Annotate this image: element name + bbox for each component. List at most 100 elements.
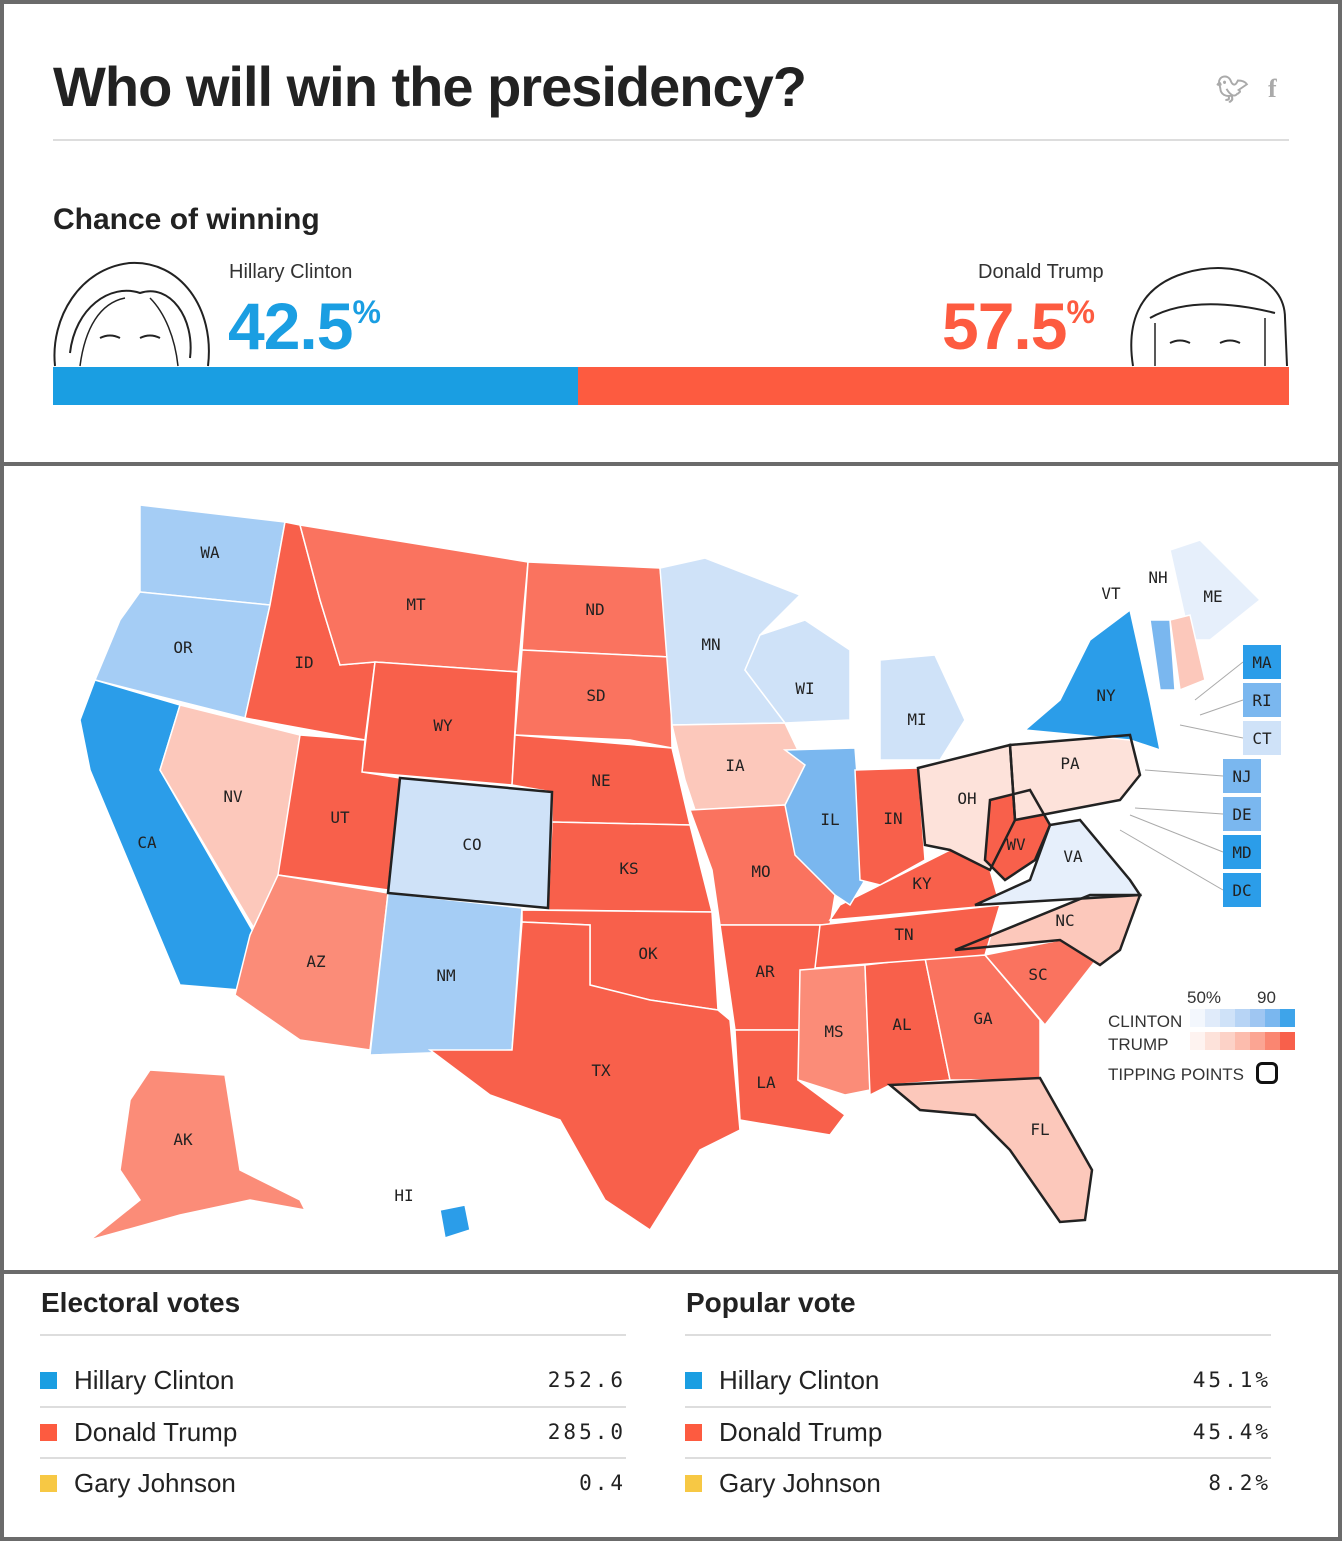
color-swatch [40, 1474, 57, 1492]
state-box-ri[interactable]: RI [1243, 683, 1281, 717]
tipping-point-outline [983, 788, 1052, 882]
leader-line [1199, 699, 1244, 716]
candidate-name: Hillary Clinton [74, 1364, 235, 1395]
state-label-in: IN [883, 809, 902, 828]
state-ms[interactable] [797, 964, 871, 1096]
state-mi[interactable] [879, 654, 966, 761]
state-fl[interactable] [888, 1077, 1093, 1223]
state-label-mt: MT [406, 595, 426, 614]
state-or[interactable] [93, 591, 271, 719]
state-label-pa: PA [1060, 754, 1080, 773]
legend-swatch [1190, 1009, 1205, 1027]
state-nh[interactable] [1169, 614, 1206, 692]
state-box-ma[interactable]: MA [1243, 645, 1281, 679]
electoral-row: Donald Trump 285.0 [40, 1406, 626, 1456]
candidate-name: Gary Johnson [74, 1467, 236, 1498]
state-in[interactable] [854, 767, 926, 886]
candidate-name: Donald Trump [719, 1416, 883, 1447]
state-label-tx: TX [591, 1061, 611, 1080]
leader-line [1129, 814, 1224, 853]
legend-swatch [1250, 1009, 1265, 1027]
legend-swatch [1265, 1032, 1280, 1050]
legend-swatch [1280, 1032, 1295, 1050]
candidate-name: Donald Trump [74, 1416, 238, 1447]
state-label-ga: GA [973, 1009, 993, 1028]
twitter-icon[interactable]: 🐦︎ [1216, 74, 1250, 104]
leader-line [1179, 724, 1244, 739]
us-map: WA OR CA NV ID MT WY UT CO AZ NM ND SD NE KS OK TX MN IA MO… [79, 504, 1262, 1241]
state-label-id: ID [294, 653, 313, 672]
state-label-co: CO [462, 835, 481, 854]
divider [40, 1334, 626, 1336]
legend-swatch [1265, 1009, 1280, 1027]
tipping-point-outline [974, 818, 1143, 907]
electoral-value: 0.4 [579, 1471, 626, 1495]
trump-portrait [1130, 267, 1288, 367]
legend-swatch [1220, 1009, 1235, 1027]
electoral-value: 285.0 [547, 1420, 626, 1444]
electoral-value: 252.6 [547, 1368, 626, 1392]
chance-bar [53, 367, 1289, 405]
state-tn[interactable] [814, 904, 1002, 969]
state-label-ca: CA [137, 833, 157, 852]
state-label-mn: MN [701, 635, 720, 654]
clinton-bar-segment [53, 367, 579, 405]
chance-heading: Chance of winning [53, 203, 320, 236]
state-hi[interactable] [439, 1204, 471, 1239]
legend-swatch [1190, 1032, 1205, 1050]
state-label-ks: KS [619, 859, 638, 878]
state-vt[interactable] [1149, 619, 1176, 691]
state-tx[interactable] [427, 921, 741, 1232]
state-label-me: ME [1203, 587, 1222, 606]
state-label-sd: SD [586, 686, 605, 705]
tipping-point-outline [954, 893, 1142, 967]
state-label-ny: NY [1096, 686, 1116, 705]
state-label-hi: HI [394, 1186, 413, 1205]
state-box-md[interactable]: MD [1223, 835, 1261, 869]
state-label-ak: AK [173, 1130, 193, 1149]
state-ny[interactable] [1023, 608, 1161, 752]
color-swatch [685, 1423, 702, 1441]
color-swatch [40, 1423, 57, 1441]
trump-chance: 57.5% [942, 289, 1095, 363]
clinton-portrait [53, 261, 210, 367]
trump-name: Donald Trump [978, 261, 1104, 283]
candidate-name: Gary Johnson [719, 1467, 881, 1498]
state-box-ct[interactable]: CT [1243, 721, 1281, 755]
state-label-oh: OH [957, 789, 976, 808]
state-label-nm: NM [436, 966, 455, 985]
state-box-dc[interactable]: DC [1223, 873, 1261, 907]
state-box-nj[interactable]: NJ [1223, 759, 1261, 793]
legend-scale-low: 50% [1187, 988, 1222, 1007]
tipping-point-swatch [1256, 1062, 1278, 1084]
leader-line [1194, 661, 1244, 701]
state-label-nc: NC [1055, 911, 1074, 930]
leader-line [1144, 769, 1224, 777]
state-label-vt: VT [1101, 584, 1121, 603]
state-label-fl: FL [1030, 1120, 1049, 1139]
clinton-chance: 42.5% [228, 289, 381, 363]
state-ak[interactable] [89, 1069, 307, 1241]
legend-clinton: CLINTON [1108, 1012, 1183, 1031]
legend-swatch [1205, 1009, 1220, 1027]
state-pa[interactable] [1009, 734, 1141, 821]
state-label-wy: WY [433, 716, 453, 735]
legend-clinton-scale [1190, 1009, 1295, 1027]
state-label-ar: AR [755, 962, 775, 981]
state-label-nd: ND [585, 600, 604, 619]
color-swatch [40, 1371, 57, 1389]
state-sd[interactable] [514, 649, 673, 749]
state-box-de[interactable]: DE [1223, 797, 1261, 831]
facebook-icon[interactable]: f [1268, 74, 1277, 103]
legend-swatch [1250, 1032, 1265, 1050]
state-label-tn: TN [894, 925, 913, 944]
state-label-wv: WV [1006, 835, 1026, 854]
divider [0, 1270, 1342, 1274]
state-label-mi: MI [907, 710, 926, 729]
color-swatch [685, 1474, 702, 1492]
legend-swatch [1235, 1009, 1250, 1027]
popular-heading: Popular vote [686, 1287, 856, 1318]
state-wi[interactable] [744, 619, 851, 724]
legend-swatch [1235, 1032, 1250, 1050]
electoral-row: Hillary Clinton 252.6 [40, 1355, 626, 1405]
